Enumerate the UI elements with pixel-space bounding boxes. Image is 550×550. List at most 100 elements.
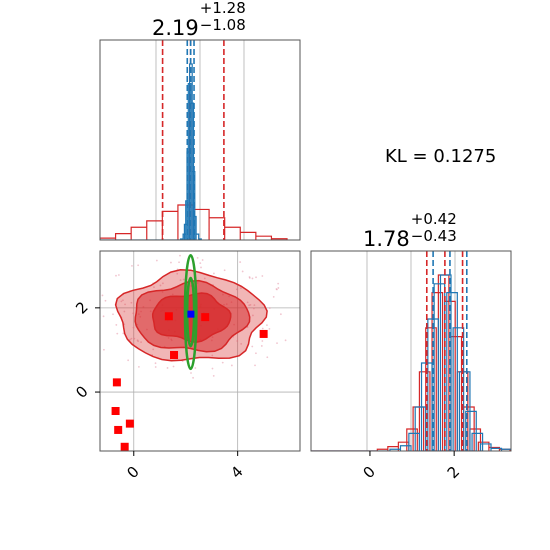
top-left-grid bbox=[155, 40, 245, 240]
top-left-panel-title: 2.19 +1.28 −1.08 bbox=[152, 1, 246, 40]
scatter-sample-point bbox=[240, 342, 243, 345]
blue-histogram-step bbox=[100, 63, 202, 240]
scatter-sample-point bbox=[254, 364, 256, 367]
scatter-sample-point bbox=[203, 277, 206, 280]
scatter-sample-point bbox=[248, 277, 251, 279]
scatter-sample-point bbox=[196, 256, 199, 259]
scatter-sample-point bbox=[115, 324, 118, 326]
scatter-sample-point bbox=[266, 356, 269, 359]
scatter-sample-point bbox=[104, 299, 107, 302]
scatter-sample-point bbox=[212, 374, 215, 377]
scatter-sample-point bbox=[276, 288, 278, 291]
scatter-x-tick-label: 4 bbox=[227, 463, 246, 482]
scatter-x-tick-label: 0 bbox=[123, 463, 142, 482]
scatter-sample-point bbox=[122, 299, 124, 302]
scatter-sample-point bbox=[176, 272, 179, 275]
red-square-marker bbox=[201, 313, 210, 322]
scatter-sample-point bbox=[192, 376, 194, 379]
scatter-sample-point bbox=[239, 261, 242, 263]
scatter-content bbox=[89, 253, 287, 451]
scatter-sample-point bbox=[255, 352, 257, 355]
scatter-sample-point bbox=[137, 264, 140, 267]
scatter-sample-point bbox=[98, 298, 100, 300]
scatter-sample-point bbox=[127, 359, 130, 362]
scatter-sample-point bbox=[155, 259, 158, 262]
scatter-sample-point bbox=[94, 331, 96, 333]
scatter-sample-point bbox=[261, 275, 264, 277]
scatter-sample-point bbox=[96, 300, 98, 302]
scatter-sample-point bbox=[277, 282, 280, 285]
scatter-sample-point bbox=[166, 367, 169, 369]
bottom-right-content bbox=[311, 251, 511, 451]
scatter-sample-point bbox=[211, 354, 214, 357]
scatter-sample-point bbox=[236, 340, 239, 342]
scatter-sample-point bbox=[120, 300, 123, 303]
scatter-sample-point bbox=[103, 348, 105, 351]
scatter-sample-point bbox=[89, 303, 91, 305]
scatter-sample-point bbox=[253, 304, 256, 307]
bottom-right-panel-title: 1.78 +0.42 −0.43 bbox=[363, 212, 457, 251]
bottom-right-frame bbox=[310, 250, 512, 452]
red-histogram-step bbox=[311, 274, 511, 451]
scatter-sample-point bbox=[162, 282, 164, 285]
top-left-histogram-panel bbox=[99, 39, 301, 241]
scatter-sample-point bbox=[91, 300, 93, 302]
scatter-sample-point bbox=[138, 365, 140, 368]
scatter-sample-point bbox=[199, 262, 202, 264]
scatter-sample-point bbox=[98, 330, 100, 332]
scatter-sample-point bbox=[131, 264, 133, 267]
scatter-sample-point bbox=[235, 288, 238, 291]
scatter-y-tick-label: 2 bbox=[72, 298, 91, 317]
scatter-sample-point bbox=[279, 313, 282, 316]
scatter-sample-point bbox=[251, 277, 254, 280]
scatter-sample-point bbox=[178, 261, 180, 264]
scatter-sample-point bbox=[152, 348, 155, 351]
scatter-sample-point bbox=[277, 287, 280, 289]
scatter-sample-point bbox=[159, 284, 162, 287]
title-plus-error: +1.28 bbox=[199, 0, 246, 17]
scatter-sample-point bbox=[268, 327, 271, 330]
scatter-sample-point bbox=[213, 272, 215, 275]
scatter-sample-point bbox=[239, 287, 242, 290]
scatter-sample-point bbox=[130, 337, 133, 340]
scatter-sample-point bbox=[252, 314, 254, 317]
red-square-marker bbox=[164, 312, 173, 321]
title-plus-error: +0.42 bbox=[410, 210, 457, 228]
scatter-sample-point bbox=[200, 266, 202, 269]
scatter-sample-point bbox=[246, 301, 249, 304]
scatter-sample-point bbox=[194, 367, 197, 369]
bottom-right-grid bbox=[366, 251, 456, 451]
bottom-right-x-tick-label: 0 bbox=[360, 463, 379, 482]
scatter-sample-point bbox=[211, 367, 214, 370]
scatter-sample-point bbox=[179, 254, 181, 257]
scatter-sample-point bbox=[266, 324, 268, 327]
scatter-sample-point bbox=[102, 315, 105, 318]
scatter-sample-point bbox=[140, 341, 142, 343]
scatter-sample-point bbox=[261, 327, 264, 330]
scatter-sample-point bbox=[117, 274, 120, 276]
scatter-sample-point bbox=[179, 279, 182, 282]
scatter-sample-point bbox=[132, 312, 135, 315]
scatter-sample-point bbox=[154, 366, 157, 368]
title-minus-error: −0.43 bbox=[410, 227, 457, 245]
scatter-sample-point bbox=[123, 310, 126, 313]
scatter-sample-point bbox=[182, 278, 185, 281]
scatter-sample-point bbox=[129, 338, 131, 341]
scatter-sample-point bbox=[170, 261, 172, 264]
green-contour-outer bbox=[183, 253, 198, 371]
title-value: 1.78 bbox=[363, 227, 410, 251]
scatter-sample-point bbox=[190, 372, 192, 374]
red-square-marker bbox=[111, 407, 120, 415]
scatter-sample-point bbox=[284, 339, 287, 342]
top-left-frame bbox=[99, 39, 301, 241]
red-square-marker bbox=[112, 378, 121, 387]
scatter-sample-point bbox=[172, 365, 175, 368]
bottom-right-x-tick-label: 2 bbox=[444, 463, 463, 482]
scatter-sample-point bbox=[130, 301, 133, 304]
top-left-content bbox=[100, 40, 288, 240]
scatter-sample-point bbox=[255, 276, 257, 279]
scatter-sample-point bbox=[248, 304, 251, 307]
title-value: 2.19 bbox=[152, 16, 199, 40]
